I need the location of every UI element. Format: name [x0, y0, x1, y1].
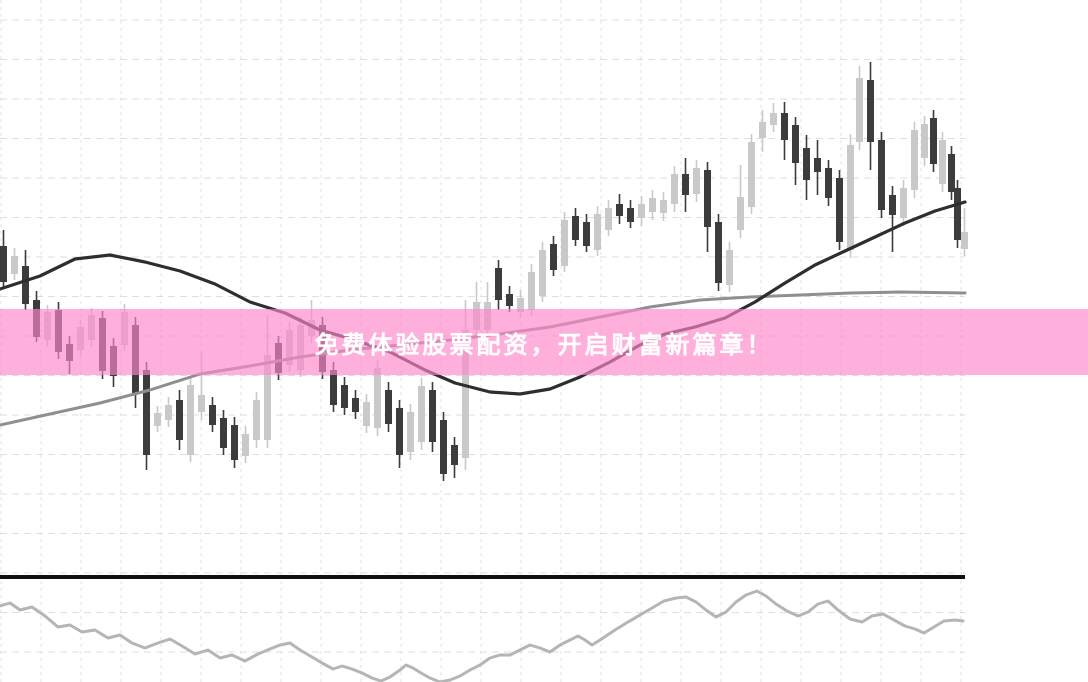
promo-banner-text: 免费体验股票配资，开启财富新篇章！	[314, 331, 774, 359]
promo-banner[interactable]: 免费体验股票配资，开启财富新篇章！	[0, 309, 1088, 375]
